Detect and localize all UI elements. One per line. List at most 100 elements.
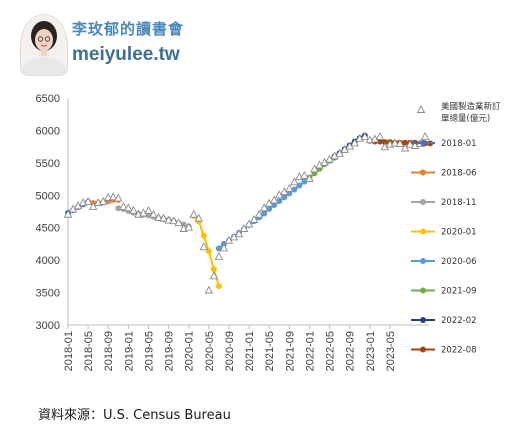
triangle-marker bbox=[219, 243, 229, 252]
triangle-marker bbox=[83, 196, 93, 205]
triangle-marker bbox=[360, 131, 370, 140]
triangle-marker bbox=[124, 203, 133, 212]
legend-dot-2018-06 bbox=[420, 169, 426, 176]
triangle-marker bbox=[234, 229, 244, 238]
chart-series-lines bbox=[65, 132, 434, 290]
triangle-marker bbox=[290, 177, 299, 186]
legend-label: 2021-09 bbox=[441, 287, 477, 297]
x-tick-label: 2021-09 bbox=[284, 331, 296, 371]
triangle-marker bbox=[109, 192, 118, 201]
legend-dot-2022-02 bbox=[420, 317, 426, 323]
legend-dot-2021-09 bbox=[420, 287, 426, 294]
x-tick-label: 2023-05 bbox=[385, 331, 397, 371]
series-point-2022-08 bbox=[376, 138, 383, 145]
triangle-marker bbox=[310, 164, 319, 173]
x-tick-label: 2020-05 bbox=[204, 331, 216, 371]
triangle-marker bbox=[199, 242, 209, 251]
triangle-marker bbox=[350, 138, 359, 147]
source-note: 資料來源：U.S. Census Bureau bbox=[38, 408, 231, 423]
brand-name: 李玫郁的讀書會 bbox=[72, 21, 185, 38]
triangle-marker bbox=[249, 214, 259, 223]
series-point-2020-06 bbox=[281, 194, 288, 201]
x-tick-label: 2023-01 bbox=[365, 331, 377, 371]
series-point-2020-06 bbox=[215, 245, 222, 252]
x-tick-label: 2022-05 bbox=[325, 331, 337, 371]
legend-dot-2020-06 bbox=[420, 258, 426, 264]
triangle-marker bbox=[305, 174, 314, 183]
triangle-marker bbox=[88, 202, 98, 210]
triangle-marker bbox=[254, 209, 264, 218]
legend-triangle-icon bbox=[416, 105, 426, 113]
triangle-marker bbox=[285, 183, 294, 192]
triangle-marker bbox=[390, 138, 400, 147]
series-point-2022-08 bbox=[402, 139, 409, 146]
y-tick-label: 4000 bbox=[36, 255, 60, 267]
triangle-marker bbox=[204, 285, 214, 294]
triangle-marker bbox=[169, 216, 178, 225]
series-point-2020-06 bbox=[261, 210, 268, 217]
triangle-marker bbox=[164, 215, 173, 224]
chart-axes: 3000 3500 4000 4500 5000 5500 6000 6500 2018-01 2… bbox=[36, 93, 430, 371]
series-point-2022-08 bbox=[381, 139, 388, 146]
y-tick-label: 6000 bbox=[36, 125, 60, 137]
x-tick-label: 2021-05 bbox=[264, 331, 276, 371]
x-tick-label: 2018-09 bbox=[103, 331, 115, 371]
x-tick-label: 2020-09 bbox=[224, 331, 236, 371]
x-tick-label: 2022-09 bbox=[345, 331, 357, 371]
legend-label: 2018-06 bbox=[441, 169, 477, 179]
chart-markers bbox=[63, 131, 430, 294]
legend-label: 美國製造業新訂 bbox=[441, 101, 501, 112]
triangle-marker bbox=[129, 205, 138, 214]
legend-label: 2020-01 bbox=[441, 228, 477, 238]
series-point-2020-01 bbox=[210, 266, 217, 273]
legend-dot-2020-01 bbox=[420, 228, 426, 235]
legend-dot-2018-01 bbox=[420, 140, 426, 146]
triangle-marker bbox=[375, 131, 385, 140]
legend-label: 2022-08 bbox=[441, 346, 477, 356]
triangle-marker bbox=[119, 202, 128, 210]
x-tick-label: 2019-01 bbox=[123, 331, 135, 371]
x-tick-label: 2019-05 bbox=[143, 331, 155, 371]
series-point-2020-01 bbox=[200, 232, 207, 239]
y-tick-label: 3500 bbox=[36, 288, 60, 300]
author-portrait-icon bbox=[22, 21, 66, 75]
triangle-marker bbox=[189, 209, 199, 218]
triangle-marker bbox=[300, 170, 309, 179]
triangle-marker bbox=[335, 148, 344, 157]
triangle-marker bbox=[63, 209, 73, 218]
triangle-marker bbox=[154, 213, 163, 221]
triangle-marker bbox=[209, 271, 219, 280]
triangle-marker bbox=[174, 218, 183, 227]
x-tick-label: 2019-09 bbox=[164, 331, 176, 371]
x-tick-label: 2018-01 bbox=[63, 331, 75, 371]
x-tick-label: 2018-05 bbox=[83, 331, 95, 371]
triangle-marker bbox=[114, 193, 123, 202]
triangle-marker bbox=[395, 139, 405, 147]
legend-dot-2022-08 bbox=[420, 346, 426, 353]
x-tick-label: 2020-01 bbox=[184, 331, 196, 371]
triangle-marker bbox=[144, 205, 153, 214]
legend-label: 2020-06 bbox=[441, 257, 477, 267]
x-tick-label: 2022-01 bbox=[304, 331, 316, 371]
triangle-marker bbox=[98, 196, 108, 205]
triangle-marker bbox=[214, 251, 224, 260]
author-avatar bbox=[20, 14, 68, 76]
triangle-marker bbox=[269, 195, 279, 204]
triangle-marker bbox=[149, 209, 158, 218]
triangle-marker bbox=[184, 222, 193, 231]
triangle-marker bbox=[194, 213, 204, 222]
x-tick-label: 2021-01 bbox=[244, 331, 256, 371]
triangle-marker bbox=[239, 224, 249, 232]
y-tick-label: 6500 bbox=[36, 93, 60, 105]
triangle-marker bbox=[159, 213, 168, 222]
series-point-2020-06 bbox=[301, 178, 308, 185]
y-tick-label: 5500 bbox=[36, 158, 60, 170]
legend-label: 2018-01 bbox=[441, 139, 477, 149]
brand-url: meiyulee.tw bbox=[72, 44, 180, 65]
legend-label: 2018-11 bbox=[441, 198, 477, 208]
brand-header: 李玫郁的讀書會 meiyulee.tw bbox=[8, 6, 268, 76]
legend-dot-2018-11 bbox=[420, 199, 426, 205]
triangle-marker bbox=[244, 219, 254, 228]
